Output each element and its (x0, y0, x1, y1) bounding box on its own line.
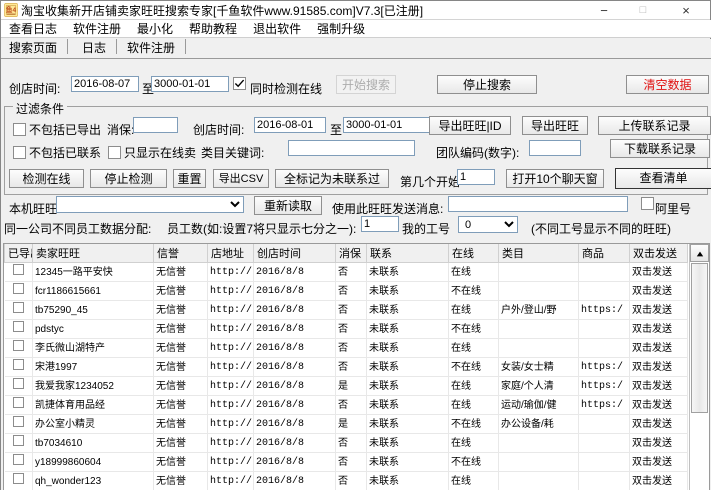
svg-text:鱼4: 鱼4 (6, 5, 17, 14)
